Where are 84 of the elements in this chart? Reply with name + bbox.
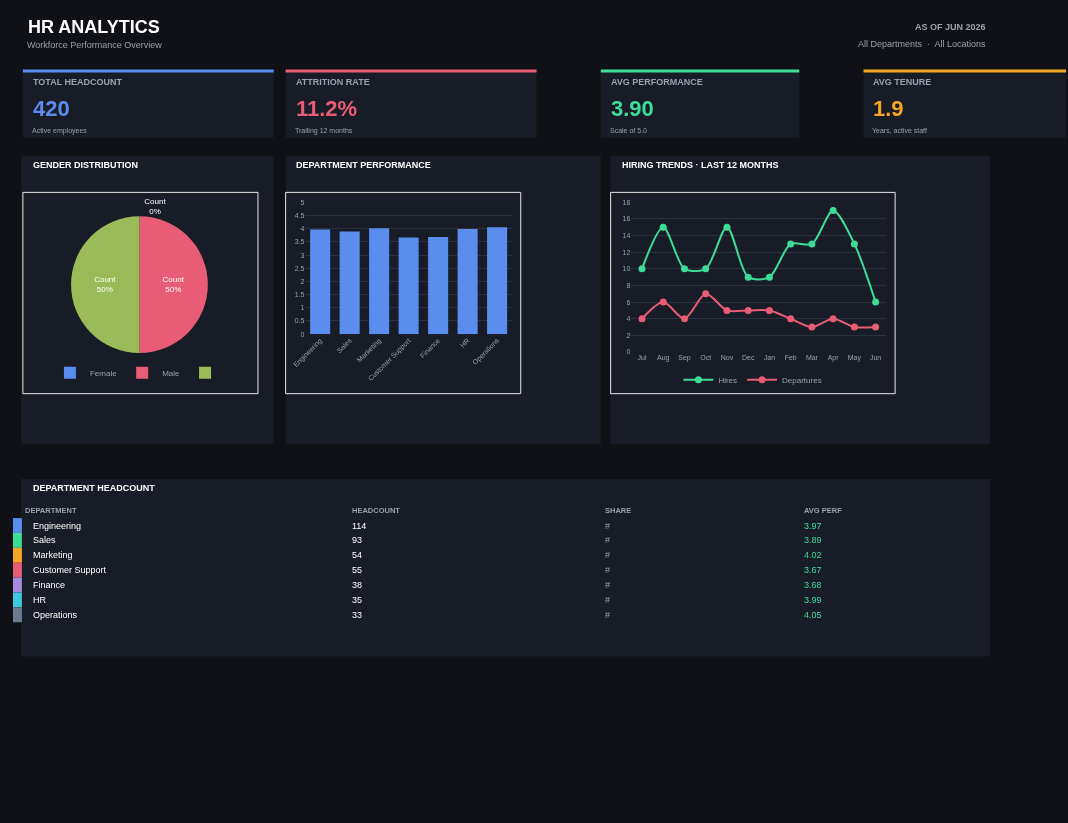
text: Engineering bbox=[33, 521, 82, 531]
legend-label: Female bbox=[89, 368, 118, 378]
text: 3.99 bbox=[804, 595, 822, 605]
text: 3.68 bbox=[804, 580, 822, 590]
point bbox=[659, 298, 667, 306]
text: ATTRITION RATE bbox=[296, 77, 370, 87]
text: AS OF JUN 2026 bbox=[915, 22, 986, 32]
text: 3.90 bbox=[611, 96, 654, 121]
point bbox=[702, 290, 710, 298]
chart-title: GENDER DISTRIBUTION bbox=[33, 160, 139, 170]
point bbox=[744, 273, 752, 281]
text: 33 bbox=[352, 610, 363, 620]
data-label: Count 50% bbox=[162, 274, 185, 295]
data-label: Count 50% bbox=[94, 274, 117, 295]
bar bbox=[487, 227, 508, 335]
text: # bbox=[605, 535, 611, 545]
pie-slice bbox=[71, 216, 140, 354]
text: 93 bbox=[352, 535, 363, 545]
legend-label: Hires bbox=[718, 375, 738, 385]
point bbox=[850, 240, 858, 248]
chart-title: HIRING TRENDS · LAST 12 MONTHS bbox=[622, 160, 779, 170]
text: Finance bbox=[33, 580, 66, 590]
text: DEPARTMENT HEADCOUNT bbox=[33, 483, 156, 493]
text: Operations bbox=[33, 610, 78, 620]
text: 35 bbox=[352, 595, 363, 605]
text: 4.02 bbox=[804, 550, 822, 560]
point bbox=[723, 306, 731, 314]
text: 38 bbox=[352, 580, 363, 590]
text: 3.89 bbox=[804, 535, 822, 545]
text: # bbox=[605, 610, 611, 620]
text: Count 0% bbox=[144, 196, 166, 217]
bar bbox=[339, 231, 360, 335]
point bbox=[765, 273, 773, 281]
text: # bbox=[605, 521, 611, 531]
text: HR ANALYTICS bbox=[28, 17, 160, 37]
text: 114 bbox=[352, 521, 367, 531]
point bbox=[680, 265, 688, 273]
chart-title: DEPARTMENT PERFORMANCE bbox=[296, 160, 431, 170]
text: TOTAL HEADCOUNT bbox=[33, 77, 123, 87]
point bbox=[723, 223, 731, 231]
point bbox=[702, 265, 710, 273]
text: # bbox=[605, 580, 611, 590]
text: Customer Support bbox=[33, 565, 107, 575]
text: 55 bbox=[352, 565, 363, 575]
point bbox=[680, 315, 688, 323]
text: Workforce Performance Overview bbox=[27, 40, 163, 50]
text: 11.2% bbox=[296, 96, 358, 121]
legend-label: Departures bbox=[782, 375, 822, 385]
point bbox=[787, 315, 795, 323]
point bbox=[850, 323, 858, 331]
point bbox=[765, 306, 773, 314]
pie-slice bbox=[139, 216, 208, 354]
point bbox=[829, 207, 837, 215]
bar bbox=[398, 237, 419, 335]
text: All Departments · All Locations bbox=[858, 39, 987, 49]
point bbox=[872, 298, 880, 306]
point bbox=[872, 323, 880, 331]
point bbox=[808, 240, 816, 248]
text: 1.9 bbox=[873, 96, 904, 121]
text: 3.67 bbox=[804, 565, 822, 575]
bar bbox=[457, 228, 478, 335]
text: 54 bbox=[352, 550, 363, 560]
point bbox=[808, 323, 816, 331]
legend-label: Male bbox=[162, 368, 181, 378]
text: # bbox=[605, 565, 611, 575]
point bbox=[638, 265, 646, 273]
text: # bbox=[605, 595, 611, 605]
text: HR bbox=[33, 595, 47, 605]
text: 4.05 bbox=[804, 610, 822, 620]
text: 420 bbox=[33, 96, 70, 121]
bar bbox=[428, 237, 449, 335]
text: Sales bbox=[33, 535, 57, 545]
bar bbox=[369, 228, 390, 335]
text: AVG PERFORMANCE bbox=[611, 77, 703, 87]
point bbox=[659, 223, 667, 231]
text: AVG TENURE bbox=[873, 77, 932, 87]
text: Marketing bbox=[33, 550, 73, 560]
point bbox=[829, 315, 837, 323]
point bbox=[787, 240, 795, 248]
point bbox=[744, 306, 752, 314]
text: 3.97 bbox=[804, 521, 822, 531]
bar bbox=[310, 229, 331, 335]
text: # bbox=[605, 550, 611, 560]
point bbox=[638, 315, 646, 323]
